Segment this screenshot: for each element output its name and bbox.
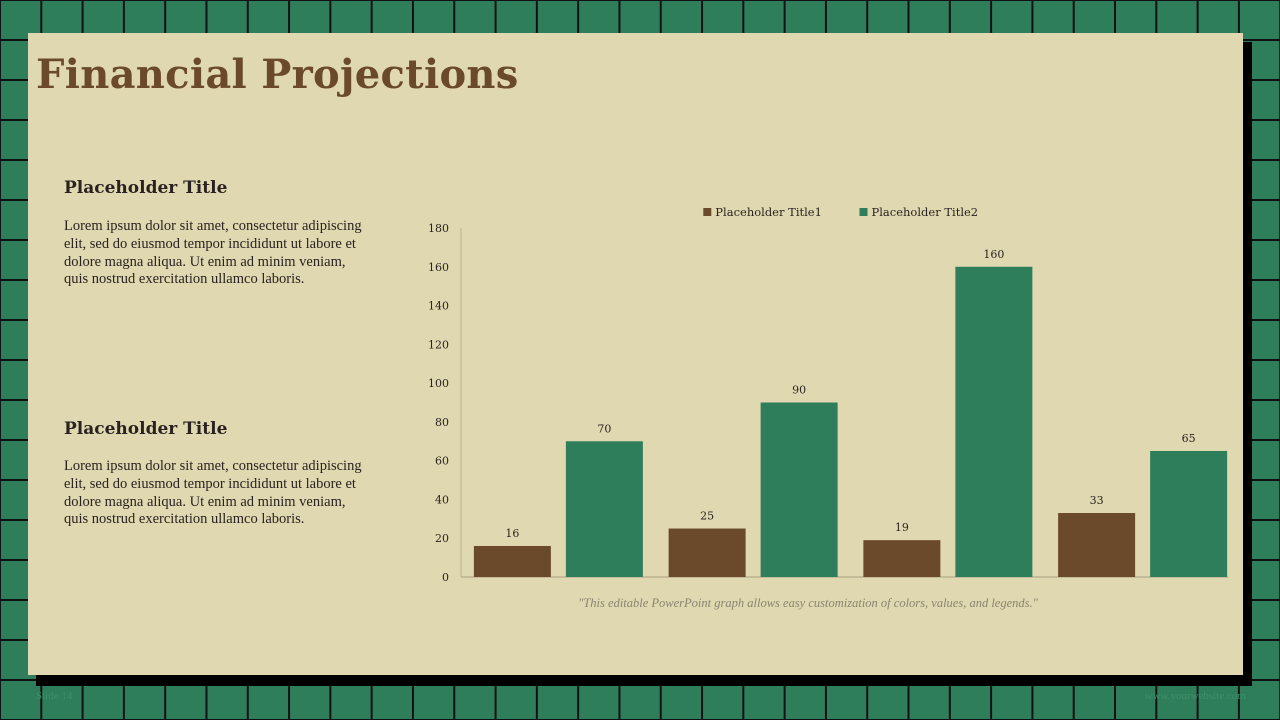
x-tick-label: 2027 xyxy=(1128,588,1157,590)
y-tick-label: 20 xyxy=(435,532,449,545)
bar xyxy=(863,540,941,577)
y-tick-label: 80 xyxy=(435,416,449,429)
data-label: 19 xyxy=(895,521,909,534)
y-tick-label: 60 xyxy=(435,455,449,468)
legend-swatch xyxy=(859,208,868,216)
bar xyxy=(565,441,643,577)
chart-caption: "This editable PowerPoint graph allows e… xyxy=(578,596,1038,610)
block-1-body: Lorem ipsum dolor sit amet, consectetur … xyxy=(64,218,362,288)
y-tick-label: 0 xyxy=(442,571,449,584)
bar xyxy=(1058,513,1136,577)
data-label: 70 xyxy=(597,422,611,435)
legend-label: Placeholder Title2 xyxy=(872,205,979,219)
data-label: 65 xyxy=(1182,432,1196,445)
legend-label: Placeholder Title1 xyxy=(715,205,822,219)
x-tick-label: 2024 xyxy=(738,588,767,590)
bar-chart: 0 20 40 60 80 100 120 140 160 180 16 70 2022 25 90 2024… xyxy=(428,205,1228,590)
data-label: 90 xyxy=(792,384,806,397)
bar xyxy=(760,402,838,577)
x-tick-label: 2022 xyxy=(544,588,573,590)
block-2-title: Placeholder Title xyxy=(64,419,228,439)
slide-number: Slide 14 xyxy=(36,690,73,702)
page-title: Financial Projections xyxy=(36,51,519,98)
bar xyxy=(955,266,1033,577)
website-url: www.yourwebsite.com xyxy=(1144,690,1246,702)
bar xyxy=(668,528,746,577)
bar xyxy=(473,545,551,577)
block-2-body: Lorem ipsum dolor sit amet, consectetur … xyxy=(64,458,362,528)
data-label: 25 xyxy=(700,510,714,523)
y-tick-label: 40 xyxy=(435,493,449,506)
legend-swatch xyxy=(703,208,712,216)
data-label: 160 xyxy=(983,248,1004,261)
slide: Financial Projections Placeholder Title … xyxy=(28,33,1243,675)
block-1-title: Placeholder Title xyxy=(64,178,228,198)
y-tick-label: 180 xyxy=(428,222,449,235)
data-label: 16 xyxy=(505,527,519,540)
y-tick-label: 100 xyxy=(428,377,449,390)
x-tick-label: 2025 xyxy=(933,588,962,590)
data-label: 33 xyxy=(1090,494,1104,507)
y-tick-label: 160 xyxy=(428,261,449,274)
y-tick-label: 140 xyxy=(428,300,449,313)
y-tick-label: 120 xyxy=(428,338,449,351)
bar xyxy=(1150,450,1228,577)
